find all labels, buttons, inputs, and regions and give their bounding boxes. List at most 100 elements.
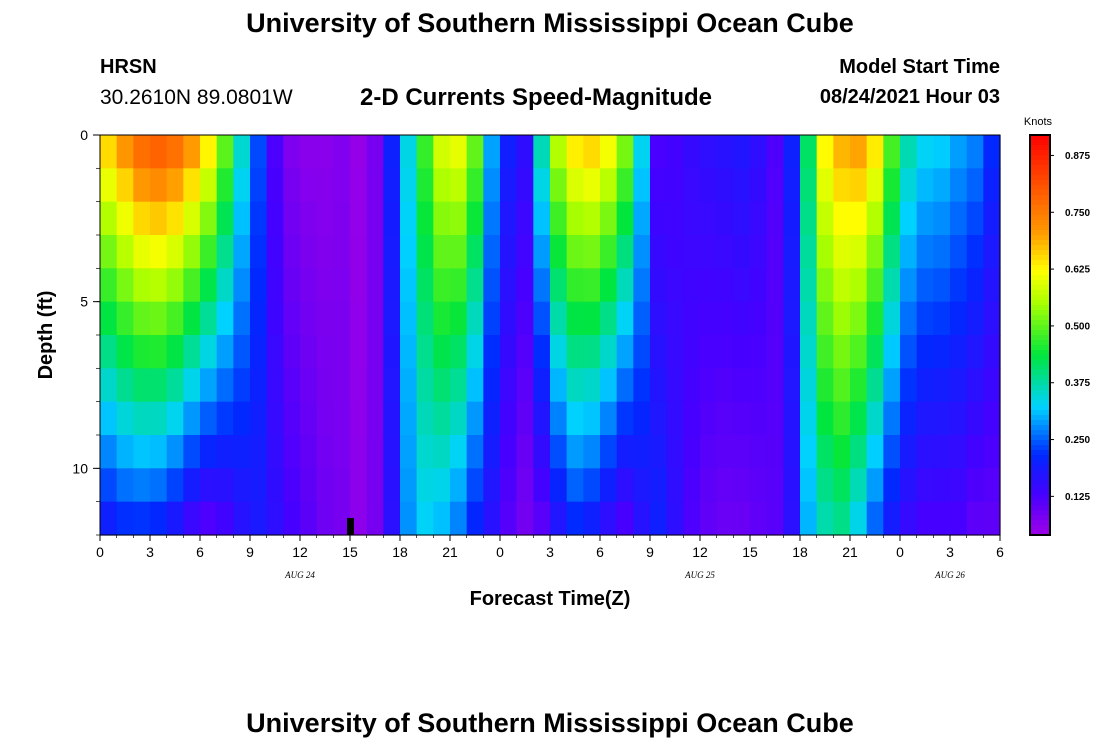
heatmap-cell	[683, 168, 701, 203]
heatmap-cell	[100, 435, 118, 469]
heatmap-cell	[850, 468, 868, 503]
heatmap-cell	[366, 268, 384, 303]
heatmap-cell	[100, 235, 118, 269]
heatmap-cell	[433, 135, 451, 169]
heatmap-cell	[333, 501, 351, 536]
heatmap-cell	[233, 501, 251, 536]
colorbar-segment	[1030, 185, 1050, 191]
heatmap-cell	[516, 301, 534, 336]
colorbar-segment	[1030, 505, 1050, 511]
heatmap-cell	[350, 301, 368, 336]
heatmap-cell	[850, 435, 868, 469]
heatmap-cell	[983, 501, 1001, 536]
heatmap-cell	[316, 168, 334, 203]
heatmap-cell	[733, 268, 751, 303]
heatmap-cell	[950, 435, 968, 469]
heatmap-cell	[616, 335, 634, 369]
heatmap-cell	[966, 268, 984, 303]
heatmap-cell	[233, 368, 251, 403]
heatmap-cell	[716, 335, 734, 369]
heatmap-cell	[550, 201, 568, 236]
heatmap-cell	[366, 135, 384, 169]
heatmap-cell	[416, 501, 434, 536]
heatmap-cell	[266, 401, 284, 436]
heatmap-cell	[316, 501, 334, 536]
heatmap-cell	[966, 201, 984, 236]
heatmap-cell	[816, 435, 834, 469]
heatmap-cell	[150, 301, 168, 336]
heatmap-cell	[800, 401, 818, 436]
heatmap-cell	[300, 368, 318, 403]
heatmap-cell	[633, 201, 651, 236]
heatmap-cell	[433, 301, 451, 336]
heatmap-cell	[500, 435, 518, 469]
colorbar-segment	[1030, 425, 1050, 431]
colorbar-segment	[1030, 250, 1050, 256]
heatmap-cell	[983, 168, 1001, 203]
heatmap-cell	[366, 301, 384, 336]
heatmap-cell	[550, 235, 568, 269]
heatmap-cell	[333, 468, 351, 503]
heatmap-cell	[900, 168, 918, 203]
heatmap-cell	[400, 401, 418, 436]
heatmap-cell	[783, 435, 801, 469]
heatmap-cell	[100, 468, 118, 503]
heatmap-cell	[400, 135, 418, 169]
heatmap-cell	[916, 135, 934, 169]
heatmap-cell	[150, 201, 168, 236]
date-label: AUG 25	[684, 570, 715, 580]
colorbar-segment	[1030, 380, 1050, 386]
heatmap-cell	[366, 468, 384, 503]
heatmap-cell	[383, 501, 401, 536]
heatmap-cell	[616, 135, 634, 169]
heatmap-cell	[900, 401, 918, 436]
heatmap-cell	[816, 268, 834, 303]
x-tick-label: 6	[196, 544, 204, 560]
colorbar-segment	[1030, 265, 1050, 271]
heatmap-cell	[350, 135, 368, 169]
colorbar-tick-label: 0.625	[1065, 265, 1090, 276]
heatmap-cell	[166, 301, 184, 336]
heatmap-cell	[150, 335, 168, 369]
heatmap-cell	[233, 135, 251, 169]
heatmap-cell	[266, 301, 284, 336]
heatmap-cell	[600, 468, 618, 503]
heatmap-cell	[250, 501, 268, 536]
heatmap-cell	[500, 401, 518, 436]
heatmap-cell	[316, 435, 334, 469]
heatmap-cell	[483, 368, 501, 403]
heatmap-cell	[350, 235, 368, 269]
heatmap-cell	[550, 401, 568, 436]
heatmap-cell	[433, 468, 451, 503]
heatmap-cell	[766, 335, 784, 369]
heatmap-cell	[950, 335, 968, 369]
heatmap-cell	[933, 268, 951, 303]
heatmap-cell	[916, 468, 934, 503]
heatmap-cell	[983, 435, 1001, 469]
heatmap-cell	[266, 268, 284, 303]
heatmap-cell	[133, 301, 151, 336]
colorbar-segment	[1030, 440, 1050, 446]
heatmap-cell	[900, 135, 918, 169]
heatmap-cell	[283, 168, 301, 203]
heatmap-cell	[433, 435, 451, 469]
heatmap-cell	[466, 135, 484, 169]
heatmap-cell	[150, 501, 168, 536]
heatmap-cell	[433, 268, 451, 303]
heatmap-cell	[700, 135, 718, 169]
heatmap-cell	[683, 301, 701, 336]
heatmap-cell	[750, 501, 768, 536]
heatmap-cell	[483, 501, 501, 536]
heatmap-cell	[733, 235, 751, 269]
heatmap-cell	[966, 168, 984, 203]
heatmap-cell	[650, 401, 668, 436]
heatmap-cell	[200, 335, 218, 369]
heatmap-cell	[483, 401, 501, 436]
heatmap-cell	[100, 301, 118, 336]
heatmap-cell	[333, 201, 351, 236]
heatmap-cell	[616, 168, 634, 203]
heatmap-cell	[850, 401, 868, 436]
heatmap-cell	[866, 435, 884, 469]
heatmap-cell	[733, 201, 751, 236]
heatmap-cell	[166, 368, 184, 403]
